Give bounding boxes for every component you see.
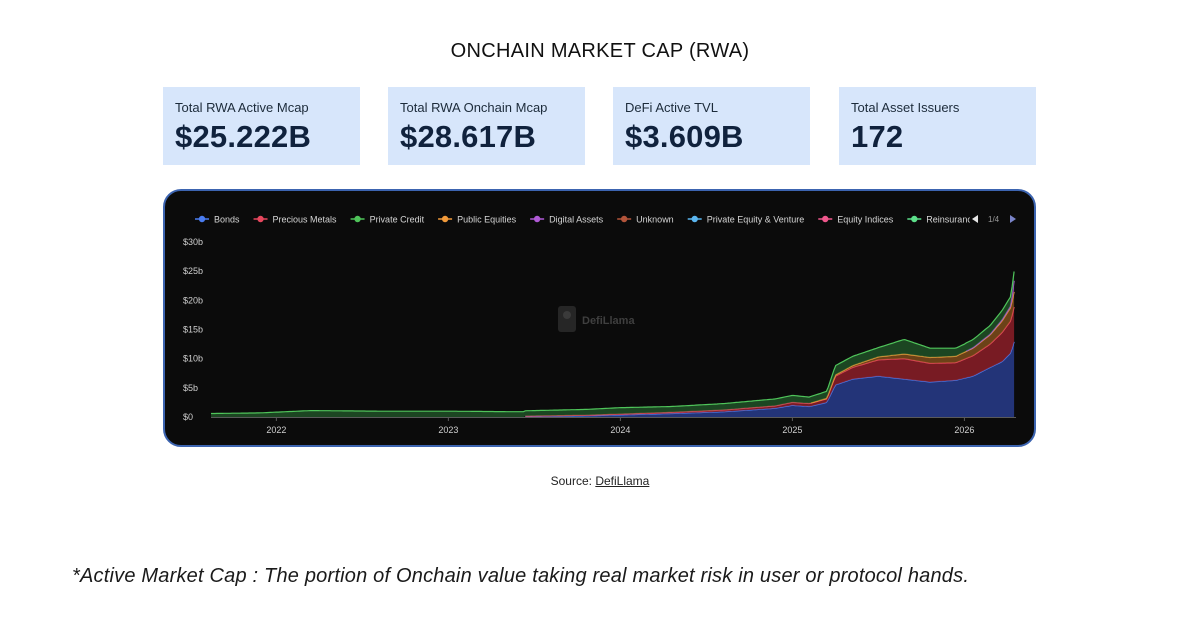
chart-legend: Bonds Precious Metals Private Credit Public… [195,215,1016,225]
stat-label: DeFi Active TVL [625,100,718,115]
legend-dot [620,215,628,223]
legend-item: Equity Indices [818,215,894,225]
legend-pager: 1/4 [972,215,1016,224]
legend-label: Bonds [214,215,240,225]
legend-label: Private Equity & Venture [707,215,805,225]
legend-dot [911,215,918,223]
legend-dot [198,215,206,223]
legend-dot [354,215,361,223]
stat-card-defi-tvl: DeFi Active TVL $3.609B [613,87,810,165]
legend-item: Reinsurance [907,215,977,225]
x-tick-label: 2023 [438,425,458,435]
legend-label: Unknown [636,215,674,225]
legend-item: Public Equities [438,215,517,225]
stat-value: $3.609B [625,119,744,154]
y-axis: $0 $5b $10b $15b $20b $25b $30b [183,237,203,422]
legend-dot [533,215,541,223]
legend-dot [257,215,264,223]
x-tick-label: 2026 [954,425,974,435]
legend-label: Public Equities [457,215,517,225]
chart-panel: Bonds Precious Metals Private Credit Public… [163,189,1036,447]
x-tick-label: 2024 [610,425,630,435]
legend-label: Private Credit [370,215,425,225]
y-tick-label: $15b [183,325,203,335]
source-prefix: Source: [550,474,592,488]
footnote: *Active Market Cap : The portion of Onch… [72,565,970,587]
x-axis: 2022 2023 2024 2025 2026 [211,417,1016,435]
stat-value: 172 [851,119,904,154]
legend-item: Private Equity & Venture [687,215,805,225]
legend-dot [441,215,449,223]
area-bonds [525,341,1015,417]
legend-dot [691,215,698,223]
y-tick-label: $30b [183,237,203,247]
area-precious-metals [525,307,1015,417]
stat-card-active-mcap: Total RWA Active Mcap $25.222B [163,87,360,165]
stat-card-onchain-mcap: Total RWA Onchain Mcap $28.617B [388,87,585,165]
legend-prev-icon [972,215,978,223]
page-title: ONCHAIN MARKET CAP (RWA) [450,40,750,62]
rwa-area-chart: Bonds Precious Metals Private Credit Public… [183,215,1016,435]
legend-item: Bonds [195,215,240,225]
legend-dot [822,215,829,223]
legend-label: Digital Assets [549,215,604,225]
x-tick-label: 2025 [782,425,802,435]
stat-value: $28.617B [400,119,537,154]
stat-label: Total RWA Active Mcap [175,100,309,115]
legend-page-label: 1/4 [988,215,1000,224]
legend-label: Reinsurance [926,215,977,225]
series-line-private-credit [211,271,1015,415]
y-tick-label: $10b [183,354,203,364]
stat-value: $25.222B [175,119,312,154]
y-tick-label: $25b [183,266,203,276]
watermark-text: DefiLlama [582,315,635,327]
legend-next-icon [1010,215,1016,223]
chart-areas [211,271,1015,417]
y-tick-label: $5b [183,383,198,393]
source-line: Source: DefiLlama [0,474,1200,488]
y-tick-label: $20b [183,295,203,305]
source-link[interactable]: DefiLlama [595,474,650,488]
stat-label: Total RWA Onchain Mcap [400,100,548,115]
legend-label: Equity Indices [837,215,894,225]
defillama-logo-mark [563,311,571,319]
legend-item: Precious Metals [253,215,338,225]
legend-item: Private Credit [350,215,425,225]
legend-item: Unknown [617,215,674,225]
stat-label: Total Asset Issuers [851,100,960,115]
x-tick-label: 2022 [266,425,286,435]
y-tick-label: $0 [183,412,193,422]
legend-item: Digital Assets [530,215,604,225]
defillama-watermark: DefiLlama [558,306,635,332]
legend-label: Precious Metals [273,215,338,225]
stat-card-asset-issuers: Total Asset Issuers 172 [839,87,1036,165]
